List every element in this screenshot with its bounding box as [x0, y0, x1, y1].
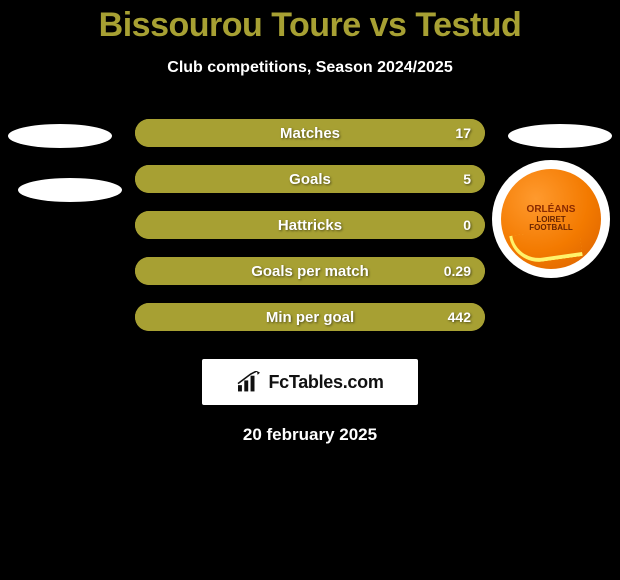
stat-row: Matches17: [135, 119, 485, 147]
stat-value-right: 442: [448, 309, 471, 325]
stat-value-right: 0.29: [444, 263, 471, 279]
stat-row: Goals5: [135, 165, 485, 193]
stat-row: Min per goal442: [135, 303, 485, 331]
branding-text: FcTables.com: [268, 372, 383, 393]
player-left-ellipse-2: [18, 178, 122, 202]
page-title: Bissourou Toure vs Testud: [0, 0, 620, 45]
stat-label: Hattricks: [135, 217, 485, 234]
club-badge: ORLÉANS LOIRET FOOTBALL: [492, 160, 610, 278]
stat-value-right: 17: [455, 125, 471, 141]
stat-label: Min per goal: [135, 309, 485, 326]
branding-box: FcTables.com: [202, 359, 418, 405]
stats-container: Matches17 Goals5 Hattricks0 Goals per match…: [135, 119, 485, 331]
player-left-ellipse-1: [8, 124, 112, 148]
stat-label: Goals: [135, 171, 485, 188]
player-right-ellipse: [508, 124, 612, 148]
stat-value-right: 5: [463, 171, 471, 187]
stat-row: Goals per match0.29: [135, 257, 485, 285]
stat-label: Goals per match: [135, 263, 485, 280]
date-text: 20 february 2025: [0, 425, 620, 445]
badge-swoosh-icon: [509, 226, 582, 265]
subtitle: Club competitions, Season 2024/2025: [0, 59, 620, 77]
stat-row: Hattricks0: [135, 211, 485, 239]
stat-value-right: 0: [463, 217, 471, 233]
stat-label: Matches: [135, 125, 485, 142]
chart-icon: [236, 371, 262, 393]
